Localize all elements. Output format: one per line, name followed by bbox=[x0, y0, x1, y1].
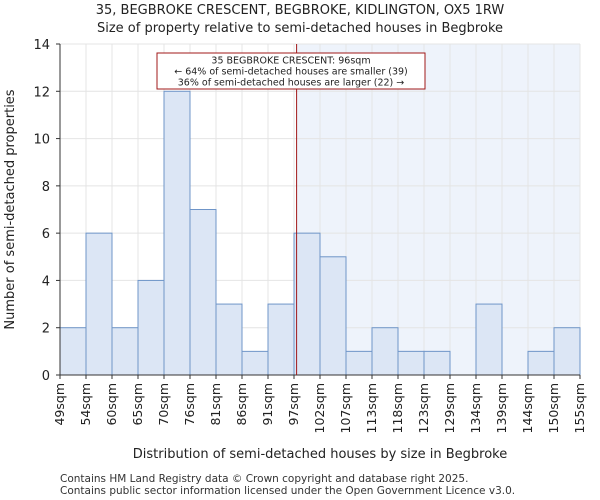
x-tick-label: 54sqm bbox=[78, 383, 93, 426]
histogram-bar bbox=[553, 327, 581, 376]
histogram-bar bbox=[527, 350, 555, 376]
histogram-bar bbox=[163, 90, 191, 376]
footer-copyright: Contains HM Land Registry data © Crown c… bbox=[60, 473, 469, 485]
annotation-box bbox=[156, 52, 426, 90]
histogram-bar bbox=[59, 327, 87, 376]
x-axis-label: Distribution of semi-detached houses by … bbox=[133, 447, 507, 462]
y-axis-label: Number of semi-detached properties bbox=[3, 89, 18, 329]
chart-title: 35, BEGBROKE CRESCENT, BEGBROKE, KIDLING… bbox=[95, 3, 505, 18]
histogram-bar bbox=[371, 327, 399, 376]
histogram-bar bbox=[241, 350, 269, 376]
x-tick-label: 107sqm bbox=[338, 383, 353, 433]
histogram-bar bbox=[345, 350, 373, 376]
x-tick-label: 102sqm bbox=[312, 383, 327, 433]
x-tick-label: 139sqm bbox=[494, 383, 509, 433]
chart-subtitle: Size of property relative to semi-detach… bbox=[96, 21, 504, 36]
x-tick-label: 144sqm bbox=[520, 383, 535, 433]
histogram-bar bbox=[215, 303, 243, 376]
annotation-line-3: 36% of semi-detached houses are larger (… bbox=[178, 78, 405, 89]
x-tick-label: 97sqm bbox=[286, 383, 301, 426]
annotation-line-1: 35 BEGBROKE CRESCENT: 96sqm bbox=[211, 56, 370, 67]
x-tick-label: 150sqm bbox=[546, 383, 561, 433]
histogram-bar bbox=[293, 232, 321, 376]
y-tick-label: 10 bbox=[33, 133, 50, 148]
y-tick-label: 0 bbox=[42, 369, 50, 384]
histogram-bar bbox=[475, 303, 503, 376]
x-tick-label: 65sqm bbox=[130, 383, 145, 426]
y-tick-label: 14 bbox=[33, 38, 50, 53]
x-tick-label: 60sqm bbox=[104, 383, 119, 426]
x-tick-label: 70sqm bbox=[156, 383, 171, 426]
y-tick-label: 6 bbox=[42, 227, 50, 242]
y-tick-label: 4 bbox=[42, 274, 50, 289]
footer-licence: Contains public sector information licen… bbox=[60, 485, 516, 497]
x-tick-label: 129sqm bbox=[442, 383, 457, 433]
histogram-bar bbox=[85, 232, 113, 376]
histogram-bar bbox=[111, 327, 139, 376]
x-tick-label: 81sqm bbox=[208, 383, 223, 426]
x-tick-label: 118sqm bbox=[390, 383, 405, 433]
y-tick-label: 8 bbox=[42, 180, 50, 195]
x-tick-label: 49sqm bbox=[52, 383, 67, 426]
annotation-line-2: ← 64% of semi-detached houses are smalle… bbox=[174, 67, 408, 78]
x-tick-label: 76sqm bbox=[182, 383, 197, 426]
x-tick-label: 134sqm bbox=[468, 383, 483, 433]
x-tick-label: 155sqm bbox=[572, 383, 587, 433]
histogram-bar bbox=[397, 350, 425, 376]
x-tick-label: 86sqm bbox=[234, 383, 249, 426]
histogram-bar bbox=[423, 350, 451, 376]
x-tick-label: 113sqm bbox=[364, 383, 379, 433]
histogram-bar bbox=[267, 303, 295, 376]
y-tick-label: 12 bbox=[33, 85, 50, 100]
y-tick-label: 2 bbox=[42, 322, 50, 337]
histogram-bar bbox=[189, 209, 217, 376]
x-tick-label: 123sqm bbox=[416, 383, 431, 433]
histogram-bar bbox=[137, 279, 165, 376]
histogram-bar bbox=[319, 256, 347, 376]
x-tick-label: 91sqm bbox=[260, 383, 275, 426]
